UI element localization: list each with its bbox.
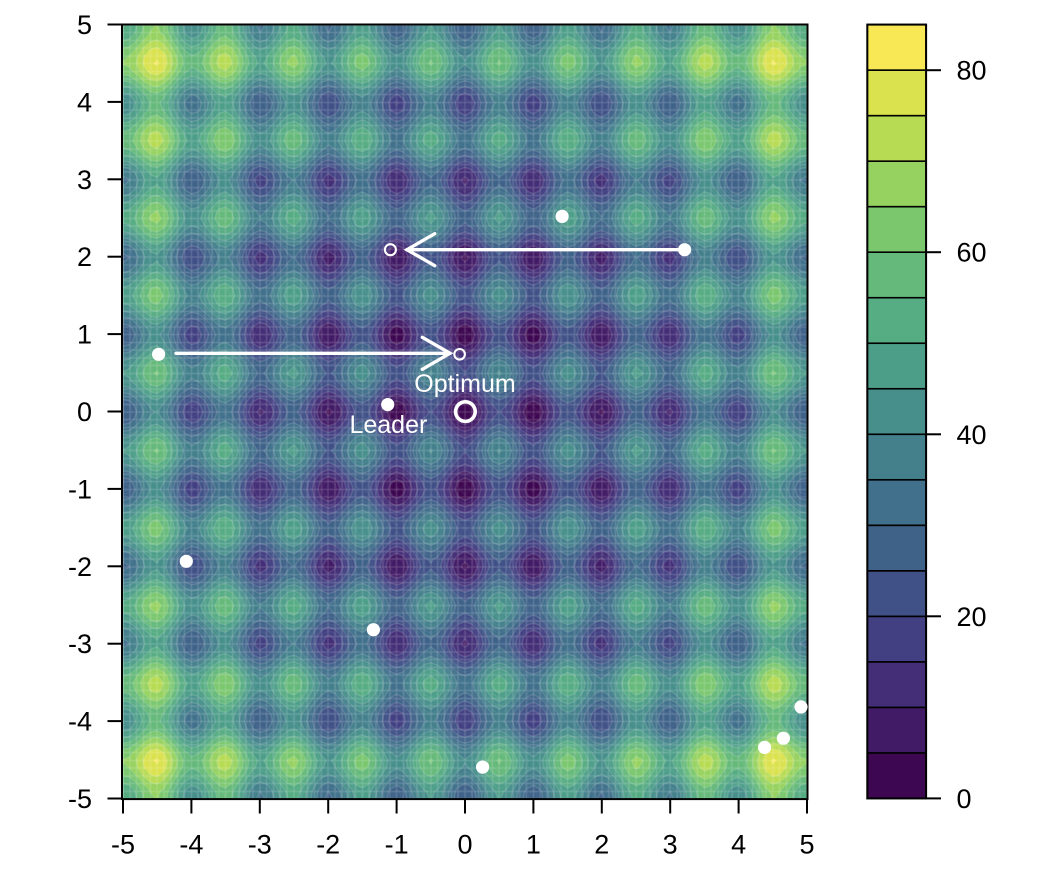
svg-text:-3: -3	[248, 830, 272, 860]
svg-text:1: 1	[77, 320, 92, 350]
svg-text:-3: -3	[68, 629, 92, 659]
svg-text:5: 5	[799, 830, 814, 860]
svg-text:3: 3	[663, 830, 678, 860]
svg-text:0: 0	[77, 397, 92, 427]
svg-text:4: 4	[731, 830, 746, 860]
svg-text:-4: -4	[68, 707, 92, 737]
svg-text:-1: -1	[68, 474, 92, 504]
svg-text:4: 4	[77, 87, 92, 117]
svg-text:-2: -2	[68, 552, 92, 582]
svg-text:3: 3	[77, 165, 92, 195]
svg-text:80: 80	[957, 56, 987, 86]
svg-text:Optimum: Optimum	[414, 370, 515, 398]
svg-text:20: 20	[957, 602, 987, 632]
svg-text:2: 2	[77, 242, 92, 272]
svg-text:-5: -5	[68, 784, 92, 814]
svg-text:-5: -5	[111, 830, 135, 860]
svg-text:-2: -2	[316, 830, 340, 860]
svg-text:60: 60	[957, 238, 987, 268]
svg-text:0: 0	[457, 830, 472, 860]
svg-text:5: 5	[77, 10, 92, 40]
svg-text:-4: -4	[179, 830, 203, 860]
svg-text:40: 40	[957, 420, 987, 450]
svg-text:-1: -1	[385, 830, 409, 860]
svg-text:1: 1	[526, 830, 541, 860]
svg-text:2: 2	[594, 830, 609, 860]
svg-text:Leader: Leader	[349, 411, 427, 439]
svg-text:0: 0	[957, 784, 972, 814]
